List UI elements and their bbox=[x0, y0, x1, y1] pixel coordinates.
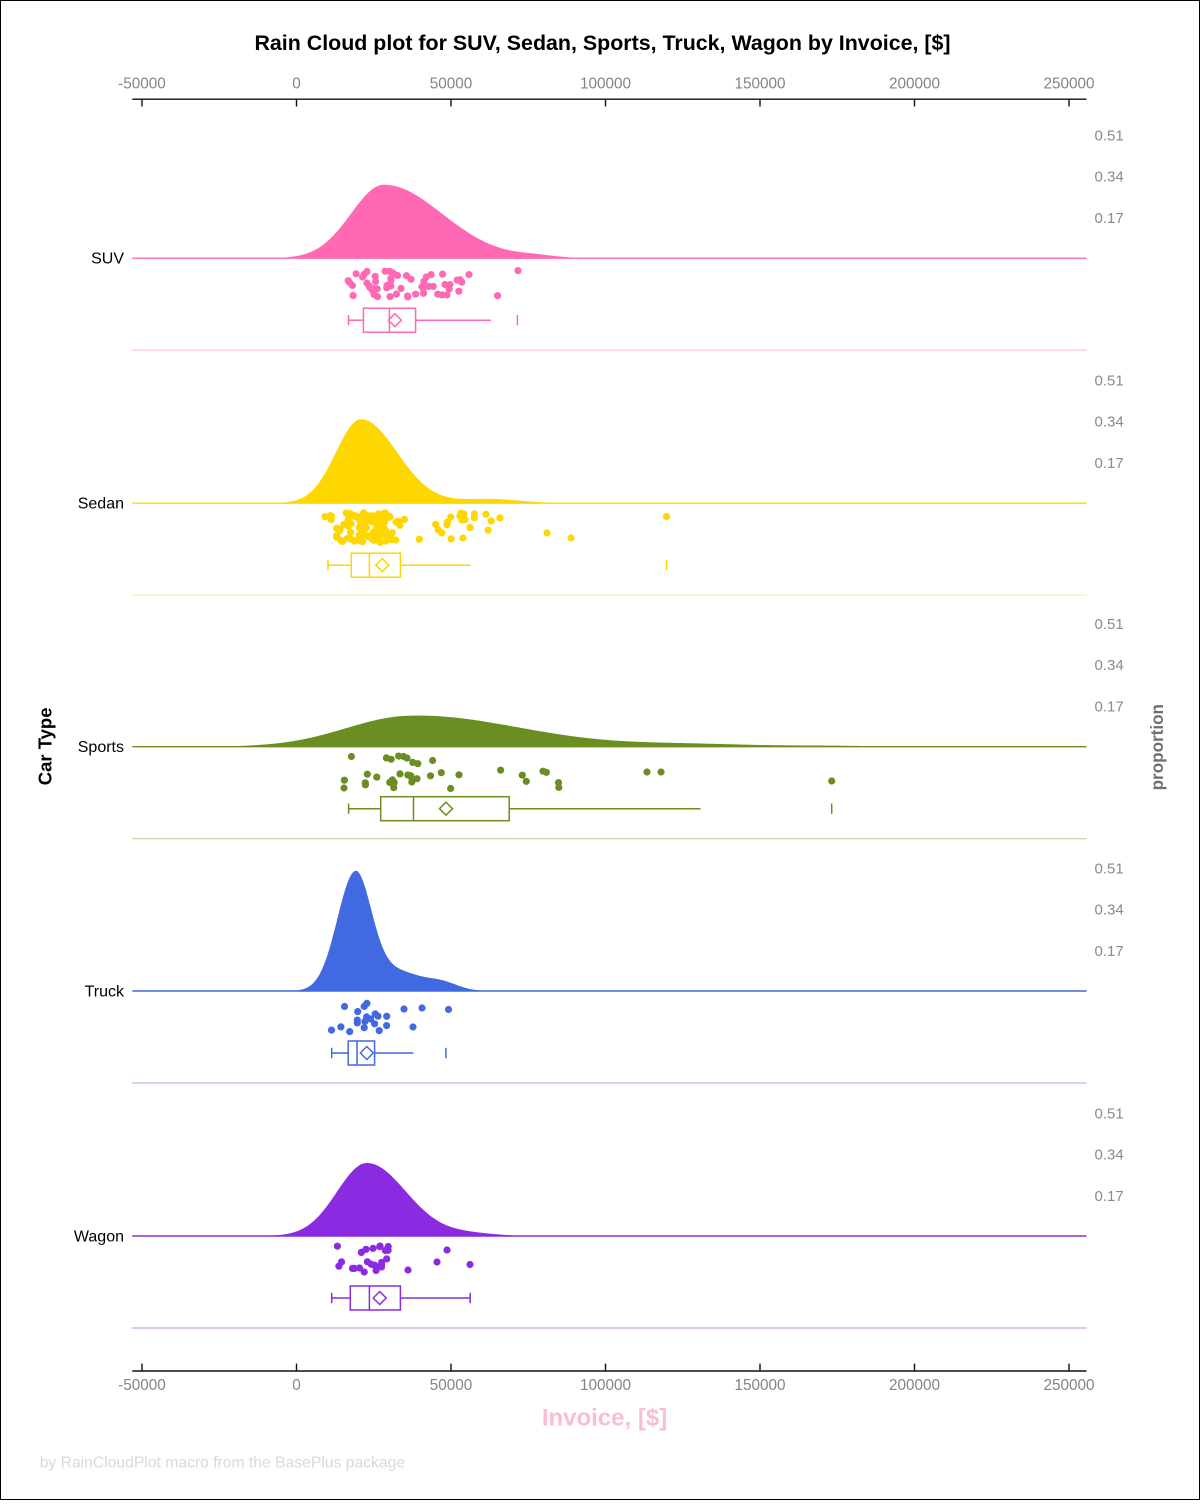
svg-text:0.34: 0.34 bbox=[1095, 1147, 1124, 1164]
svg-text:0.17: 0.17 bbox=[1095, 699, 1124, 716]
svg-text:-50000: -50000 bbox=[118, 1377, 166, 1394]
svg-text:0.51: 0.51 bbox=[1095, 1105, 1124, 1122]
svg-text:250000: 250000 bbox=[1043, 1377, 1094, 1394]
svg-text:50000: 50000 bbox=[430, 76, 473, 93]
svg-text:200000: 200000 bbox=[889, 1377, 940, 1394]
svg-text:100000: 100000 bbox=[580, 76, 631, 93]
svg-text:0.51: 0.51 bbox=[1095, 128, 1124, 145]
svg-text:100000: 100000 bbox=[580, 1377, 631, 1394]
svg-text:0.34: 0.34 bbox=[1095, 169, 1124, 186]
svg-text:0.17: 0.17 bbox=[1095, 455, 1124, 472]
svg-text:0.51: 0.51 bbox=[1095, 860, 1124, 877]
svg-text:Invoice, [$]: Invoice, [$] bbox=[542, 1404, 667, 1431]
svg-text:0.51: 0.51 bbox=[1095, 373, 1124, 390]
svg-text:0: 0 bbox=[292, 76, 301, 93]
svg-text:0.17: 0.17 bbox=[1095, 943, 1124, 960]
svg-text:SUV: SUV bbox=[91, 251, 124, 268]
svg-text:Sedan: Sedan bbox=[78, 496, 124, 513]
svg-text:proportion: proportion bbox=[1148, 704, 1167, 790]
svg-text:Car Type: Car Type bbox=[35, 708, 56, 786]
svg-text:Rain Cloud plot for SUV, Sedan: Rain Cloud plot for SUV, Sedan, Sports, … bbox=[254, 31, 950, 55]
svg-text:50000: 50000 bbox=[430, 1377, 473, 1394]
svg-text:0.34: 0.34 bbox=[1095, 414, 1124, 431]
svg-text:0.51: 0.51 bbox=[1095, 616, 1124, 633]
svg-text:by RainCloudPlot macro from th: by RainCloudPlot macro from the BasePlus… bbox=[40, 1455, 406, 1472]
svg-text:0.34: 0.34 bbox=[1095, 902, 1124, 919]
svg-text:-50000: -50000 bbox=[118, 76, 166, 93]
svg-text:0.17: 0.17 bbox=[1095, 1188, 1124, 1205]
svg-text:Truck: Truck bbox=[85, 983, 125, 1000]
svg-text:200000: 200000 bbox=[889, 76, 940, 93]
svg-text:Wagon: Wagon bbox=[74, 1228, 124, 1245]
svg-text:250000: 250000 bbox=[1043, 76, 1094, 93]
svg-text:0.17: 0.17 bbox=[1095, 210, 1124, 227]
svg-text:0.34: 0.34 bbox=[1095, 657, 1124, 674]
svg-text:150000: 150000 bbox=[734, 1377, 785, 1394]
svg-text:Sports: Sports bbox=[78, 739, 124, 756]
svg-text:150000: 150000 bbox=[734, 76, 785, 93]
svg-text:0: 0 bbox=[292, 1377, 301, 1394]
